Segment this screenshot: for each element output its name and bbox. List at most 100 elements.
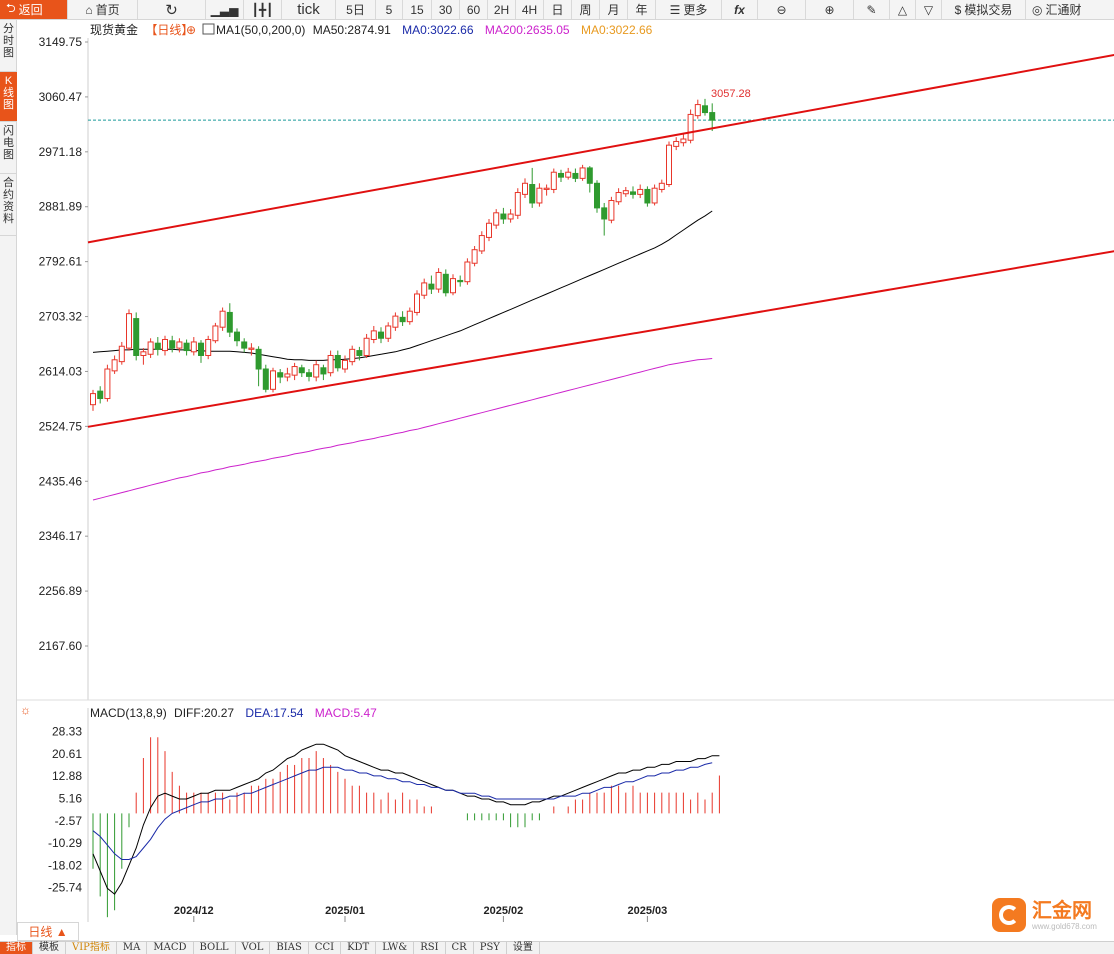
candle bbox=[687, 109, 694, 144]
home-button[interactable]: ⌂ 首页 bbox=[68, 0, 138, 19]
candle-body bbox=[298, 367, 305, 374]
candle bbox=[486, 218, 492, 242]
bottom-tab-cci[interactable]: CCI bbox=[309, 942, 342, 954]
back-button[interactable]: ⮌ 返回 bbox=[0, 0, 68, 19]
chart-type-bars-button[interactable]: ▁▃▅ bbox=[206, 0, 244, 19]
tab-contract[interactable]: 合约资料 bbox=[0, 174, 17, 236]
formula-button[interactable]: fx bbox=[722, 0, 758, 19]
period-selector[interactable]: 日线 ▲ bbox=[17, 922, 79, 941]
period-30[interactable]: 30 bbox=[432, 0, 460, 19]
candle bbox=[543, 184, 550, 196]
period-4h[interactable]: 4H bbox=[516, 0, 544, 19]
price-y-ticks: 3149.75 3060.47 2971.18 2881.89 2792.61 2703.… bbox=[39, 35, 88, 653]
candle-body bbox=[608, 200, 615, 221]
refresh-button[interactable]: ↻ bbox=[138, 0, 206, 19]
globe-icon: ◎ bbox=[1032, 2, 1043, 17]
period-day[interactable]: 日 bbox=[544, 0, 572, 19]
period-15[interactable]: 15 bbox=[403, 0, 432, 19]
site-logo: 汇金网 www.gold678.com bbox=[992, 897, 1104, 933]
candle bbox=[579, 164, 586, 181]
candle bbox=[277, 369, 284, 384]
price-y-tick-label: 2614.03 bbox=[39, 364, 83, 378]
candle-body bbox=[702, 105, 708, 114]
tab-kline[interactable]: K线图 bbox=[0, 72, 17, 122]
period-5[interactable]: 5 bbox=[376, 0, 403, 19]
candle bbox=[608, 196, 615, 224]
zoom-out-button[interactable]: ⊖ bbox=[758, 0, 806, 19]
candle bbox=[349, 345, 356, 366]
chart-area[interactable]: 3149.75 3060.47 2971.18 2881.89 2792.61 2703.… bbox=[0, 20, 1114, 922]
bottom-tab-psy[interactable]: PSY bbox=[474, 942, 507, 954]
zoom-in-button[interactable]: ⊕ bbox=[806, 0, 854, 19]
price-y-tick-label: 2167.60 bbox=[39, 639, 83, 653]
candle bbox=[680, 132, 687, 147]
more-button[interactable]: ☰ 更多 bbox=[656, 0, 722, 19]
draw-down-button[interactable]: ▽ bbox=[916, 0, 942, 19]
zoom-in-icon: ⊕ bbox=[824, 2, 835, 17]
trend-channel[interactable] bbox=[87, 46, 1114, 428]
candle bbox=[234, 328, 240, 347]
logo-mark-icon bbox=[992, 898, 1026, 932]
period-5day[interactable]: 5日 bbox=[336, 0, 376, 19]
period-2h[interactable]: 2H bbox=[488, 0, 516, 19]
period-week[interactable]: 周 bbox=[572, 0, 600, 19]
x-tick-label: 2025/01 bbox=[325, 905, 365, 917]
candle-body bbox=[666, 144, 672, 186]
bottom-tab-ma[interactable]: MA bbox=[117, 942, 148, 954]
bottom-tab-vip[interactable]: VIP指标 bbox=[66, 942, 117, 954]
period-60[interactable]: 60 bbox=[460, 0, 488, 19]
candle-body bbox=[133, 318, 140, 356]
high-label: 3057.28 bbox=[711, 88, 751, 100]
bottom-tab-kdt[interactable]: KDT bbox=[341, 942, 377, 954]
ma200-line bbox=[92, 358, 713, 501]
price-y-tick-label: 2524.75 bbox=[39, 419, 83, 433]
broker-button[interactable]: ◎ 汇通财 bbox=[1032, 2, 1082, 18]
channel-upper-line bbox=[87, 53, 1114, 244]
candle-body bbox=[486, 222, 492, 238]
candle-body bbox=[471, 249, 478, 264]
macd-legend-diff: DIFF:20.27 bbox=[174, 706, 234, 720]
bottom-tab-template[interactable]: 模板 bbox=[33, 942, 66, 954]
candle-body bbox=[363, 337, 370, 356]
bottom-tab-macd[interactable]: MACD bbox=[147, 942, 194, 954]
candle-body bbox=[162, 338, 168, 352]
candle-body bbox=[248, 347, 255, 350]
period-tick[interactable]: tick bbox=[282, 0, 336, 19]
ma200-series bbox=[92, 358, 713, 501]
bottom-tab-settings[interactable]: 设置 bbox=[507, 942, 540, 954]
candle-body bbox=[543, 187, 550, 190]
macd-y-tick-label: 12.88 bbox=[52, 769, 82, 783]
legend-toggle-icon[interactable] bbox=[202, 23, 215, 35]
macd-y-ticks: 28.33 20.61 12.88 5.16 -2.57 -10.29 -18.02 -25.… bbox=[48, 725, 82, 895]
bottom-tab-lw[interactable]: LW& bbox=[376, 942, 415, 954]
bottom-tab-cr[interactable]: CR bbox=[446, 942, 474, 954]
tab-flash[interactable]: 闪电图 bbox=[0, 122, 17, 174]
candle bbox=[601, 202, 608, 236]
candle bbox=[334, 350, 341, 372]
ma50-line bbox=[92, 210, 713, 361]
candle bbox=[176, 338, 183, 353]
candle-body bbox=[147, 341, 154, 355]
candle bbox=[536, 183, 543, 207]
draw-up-button[interactable]: △ bbox=[890, 0, 916, 19]
period-month[interactable]: 月 bbox=[600, 0, 628, 19]
tab-timeshare[interactable]: 分时图 bbox=[0, 20, 17, 72]
bottom-tab-rsi[interactable]: RSI bbox=[414, 942, 446, 954]
candle-body bbox=[536, 187, 543, 204]
candle-body bbox=[140, 351, 147, 356]
period-year[interactable]: 年 bbox=[628, 0, 656, 19]
bottom-tab-vol[interactable]: VOL bbox=[236, 942, 271, 954]
candle bbox=[140, 348, 147, 365]
sim-trade-button[interactable]: $ 模拟交易 bbox=[942, 0, 1026, 19]
bottom-tab-bias[interactable]: BIAS bbox=[270, 942, 309, 954]
candle bbox=[241, 338, 248, 353]
draw-pen-button[interactable]: ✎ bbox=[854, 0, 890, 19]
candle-body bbox=[370, 330, 377, 340]
candle-body bbox=[687, 113, 694, 141]
bottom-tab-indicators[interactable]: 指标 bbox=[0, 942, 33, 954]
chart-type-candles-button[interactable]: ┃╋┃ bbox=[244, 0, 282, 19]
bottom-tab-boll[interactable]: BOLL bbox=[194, 942, 236, 954]
price-y-tick-label: 3060.47 bbox=[39, 90, 83, 104]
macd-settings-icon[interactable]: ☼ bbox=[20, 703, 31, 717]
legend-settings-icon[interactable]: ⊕ bbox=[186, 23, 196, 37]
